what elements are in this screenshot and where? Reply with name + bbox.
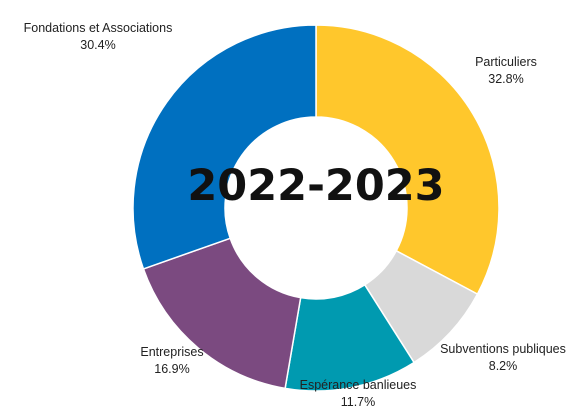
slice-percent-label: 11.7% — [341, 395, 376, 409]
center-year-label: 2022-2023 — [187, 161, 444, 211]
slice-label: Entreprises — [140, 345, 203, 359]
slice-label: Fondations et Associations — [24, 21, 173, 35]
donut-hole — [225, 117, 407, 299]
slice-labels: Particuliers 32.8% Subventions publiques 8.… — [24, 21, 566, 409]
slice-percent-label: 8.2% — [489, 359, 518, 373]
slice-percent-label: 32.8% — [488, 72, 523, 86]
slice-percent-label: 16.9% — [154, 362, 189, 376]
slice-percent-label: 30.4% — [80, 38, 115, 52]
slice-label: Espérance banlieues — [300, 378, 417, 392]
slice-fondations-et-associations — [132, 24, 317, 270]
slice-label: Particuliers — [475, 55, 537, 69]
donut-slices — [132, 24, 500, 392]
slice-label: Subventions publiques — [440, 342, 566, 356]
